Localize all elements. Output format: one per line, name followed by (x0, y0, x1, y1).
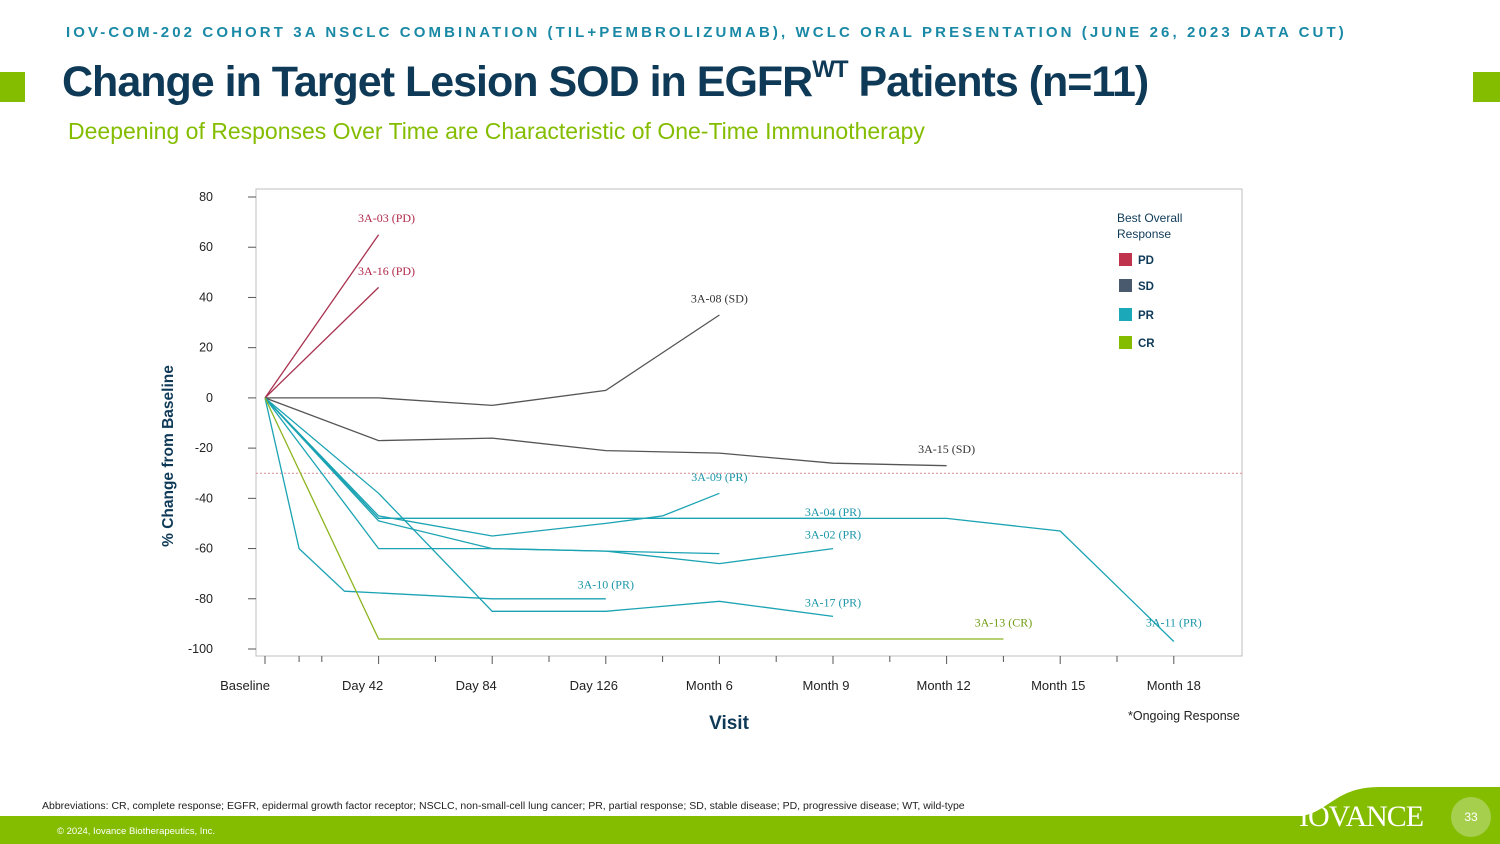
series-line (264, 397, 1004, 640)
y-tick-label: 60 (199, 240, 213, 254)
series-label: 3A-11 (PR) (1146, 615, 1202, 629)
title-end: Patients (n=11) (847, 58, 1149, 106)
legend-title: Response (1117, 227, 1171, 241)
series-line (264, 397, 834, 565)
series-label: 3A-08 (SD) (691, 291, 748, 305)
series-line (264, 234, 380, 399)
series-label: 3A-09 (PR) (691, 470, 747, 484)
y-tick-label: 40 (199, 290, 213, 304)
series-label: 3A-15 (SD) (918, 442, 975, 456)
y-axis-label: % Change from Baseline (160, 365, 177, 547)
y-tick-label: -100 (188, 642, 213, 656)
y-tick-label: 20 (199, 341, 213, 355)
series-label: 3A-16 (PD) (358, 264, 415, 278)
x-tick-label: Day 42 (342, 678, 383, 693)
header-kicker: IOV-COM-202 COHORT 3A NSCLC COMBINATION … (66, 24, 1347, 41)
series-label: 3A-02 (PR) (805, 528, 861, 542)
footer-bar (0, 816, 1500, 844)
legend-swatch (1119, 308, 1132, 321)
legend-label: SD (1138, 281, 1154, 293)
copyright-text: © 2024, Iovance Biotherapeutics, Inc. (57, 826, 216, 837)
series-line (264, 397, 947, 467)
abbreviations-footnote: Abbreviations: CR, complete response; EG… (42, 800, 965, 812)
x-tick-label: Month 15 (1031, 678, 1085, 693)
accent-bar-left (0, 72, 25, 102)
series-line (264, 397, 1175, 642)
footer-curve (1290, 787, 1500, 817)
legend-label: PR (1138, 310, 1155, 322)
title-main: Change in Target Lesion SOD in EGFR (62, 58, 813, 106)
legend-title: Best Overall (1117, 211, 1182, 225)
y-tick-label: -60 (195, 542, 213, 556)
slide-title: Change in Target Lesion SOD in EGFRWT Pa… (62, 55, 1149, 107)
series-label: 3A-13 (CR) (975, 615, 1033, 629)
plot-frame (255, 188, 1243, 657)
legend-label: CR (1138, 338, 1155, 350)
legend-label: PD (1138, 255, 1154, 267)
series-label: 3A-03 (PD) (358, 211, 415, 225)
x-tick-label: Month 6 (686, 678, 733, 693)
series-line (264, 397, 720, 555)
x-tick-label: Month 18 (1147, 678, 1201, 693)
iovance-logo: IOVANCE (1299, 800, 1424, 833)
y-tick-label: 0 (206, 391, 213, 405)
x-tick-label: Month 12 (916, 678, 970, 693)
accent-bar-right (1473, 72, 1500, 102)
ongoing-note: *Ongoing Response (1128, 709, 1240, 723)
x-tick-label: Day 84 (456, 678, 497, 693)
series-label: 3A-17 (PR) (805, 595, 861, 609)
series-line (264, 397, 834, 618)
y-tick-label: -40 (195, 491, 213, 505)
series-line (264, 397, 833, 520)
x-tick-label: Month 9 (803, 678, 850, 693)
x-tick-label: Baseline (220, 678, 270, 693)
x-axis-label: Visit (709, 713, 749, 734)
slide-subtitle: Deepening of Responses Over Time are Cha… (68, 118, 925, 144)
series-line (264, 397, 606, 600)
y-tick-label: -20 (195, 441, 213, 455)
legend-swatch (1119, 253, 1132, 266)
page-number: 33 (1451, 797, 1491, 837)
y-tick-label: 80 (199, 190, 213, 204)
title-superscript: WT (812, 55, 848, 83)
series-line (264, 286, 380, 399)
series-line (264, 397, 720, 537)
series-label: 3A-04 (PR) (805, 505, 861, 519)
series-label: 3A-10 (PR) (578, 578, 634, 592)
x-tick-label: Day 126 (570, 678, 618, 693)
legend-swatch (1119, 279, 1132, 292)
legend-swatch (1119, 336, 1132, 349)
series-line (265, 314, 720, 407)
y-tick-label: -80 (195, 592, 213, 606)
